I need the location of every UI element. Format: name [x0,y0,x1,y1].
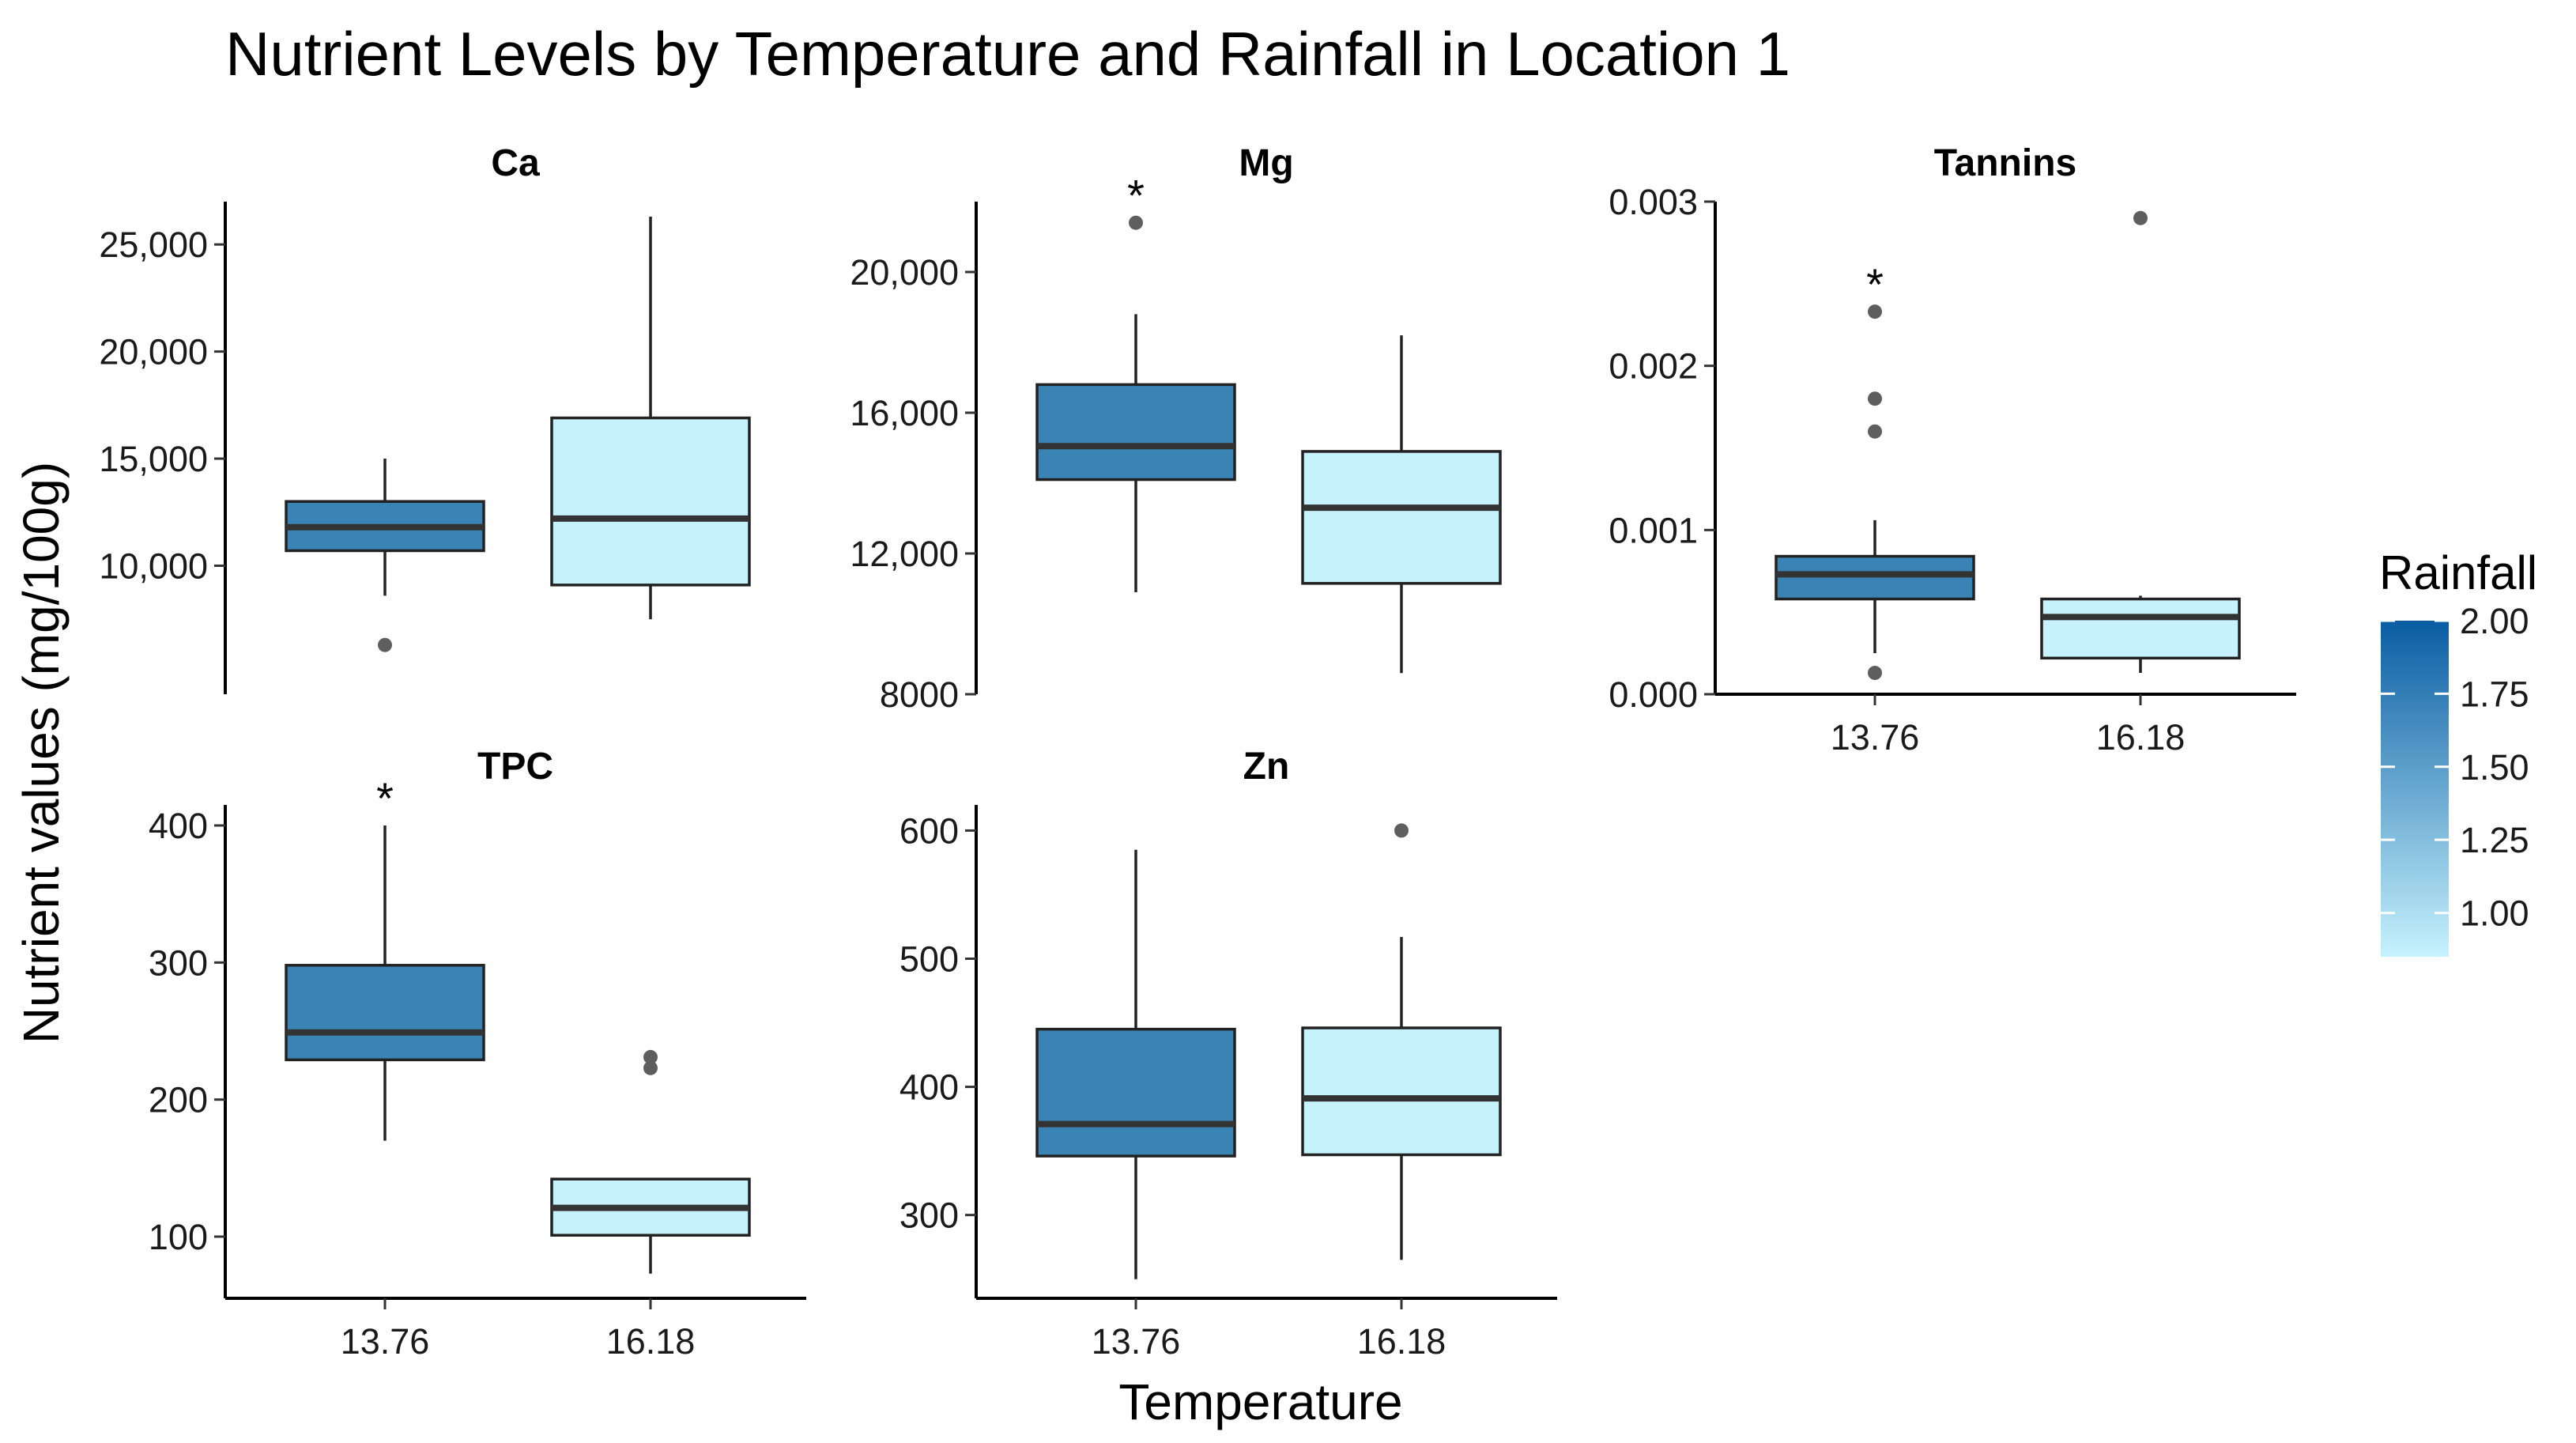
outlier-point [1868,424,1882,439]
box-tannins-13-76: * [1775,259,1975,681]
box-ca-16-18 [550,216,751,620]
legend-tick-label: 1.25 [2460,820,2529,860]
y-tick-label: 0.000 [1609,674,1698,715]
y-tick-label: 100 [149,1217,208,1257]
y-tick-label: 20,000 [99,332,208,372]
y-tick-label: 0.001 [1609,510,1698,550]
rainfall-legend: Rainfall 1.00 1.25 1.50 1.75 2.00 [2379,546,2537,957]
facet-panel-tannins: Tannins 0.000 0.001 0.002 0.003 13.76 16.18 * [1609,142,2296,757]
y-tick-label: 300 [900,1196,959,1236]
box-tpc-16-18 [550,1049,751,1274]
y-tick-label: 500 [900,939,959,979]
legend-tick-label: 1.75 [2460,674,2529,714]
significance-star: * [1866,259,1884,309]
y-tick-label: 8000 [880,674,959,715]
panel-title-tannins: Tannins [1934,142,2076,184]
x-tick-label: 13.76 [1092,1321,1181,1362]
legend-tick-label: 1.00 [2460,893,2529,934]
box-body [2040,597,2241,660]
box-body [550,416,751,587]
legend-tick-label: 1.50 [2460,747,2529,788]
box-body [285,964,485,1062]
outlier-point [1868,666,1882,681]
box-tannins-16-18 [2040,210,2241,674]
legend-colorbar [2381,621,2449,957]
box-mg-13-76: * [1035,171,1236,592]
y-axis-title: Nutrient values (mg/100g) [13,462,70,1044]
panel-title-zn: Zn [1243,746,1290,788]
y-tick-label: 300 [149,942,208,983]
x-tick-label: 16.18 [1357,1321,1446,1362]
x-tick-label: 16.18 [606,1321,696,1362]
outlier-point [378,637,392,652]
panel-title-tpc: TPC [477,746,553,788]
legend-ticks: 1.00 1.25 1.50 1.75 2.00 [2381,601,2529,934]
y-tick-label: 12,000 [850,534,959,574]
y-tick-label: 200 [149,1080,208,1120]
legend-tick-label: 2.00 [2460,601,2529,641]
x-tick-label: 16.18 [2096,717,2186,757]
facet-panel-mg: Mg 8000 12,000 16,000 20,000 * [850,142,1502,715]
box-body [1301,450,1502,585]
x-tick-label: 13.76 [341,1321,430,1362]
box-body [1301,1026,1502,1157]
outlier-point [643,1049,658,1064]
outlier-point [1129,215,1143,230]
y-tick-label: 600 [900,810,959,851]
y-tick-label: 0.003 [1609,182,1698,222]
box-body [1035,383,1236,482]
box-zn-16-18 [1301,823,1502,1260]
y-tick-label: 15,000 [99,439,208,479]
box-body [1035,1027,1236,1158]
facet-panels: Ca 10,000 15,000 20,000 25,000 Mg 8000 12,000 16… [99,142,2296,1362]
x-axis-title: Temperature [1118,1373,1402,1430]
x-tick-label: 13.76 [1831,717,1920,757]
box-body [1775,554,1975,601]
outlier-point [1868,391,1882,406]
y-tick-label: 400 [149,806,208,846]
y-tick-label: 400 [900,1067,959,1108]
panel-title-mg: Mg [1239,142,1293,184]
box-zn-13-76 [1035,849,1236,1279]
outlier-point [2133,210,2148,225]
y-tick-label: 16,000 [850,393,959,433]
y-tick-label: 0.002 [1609,346,1698,387]
significance-star: * [1127,171,1145,221]
facet-panel-zn: Zn 300 400 500 600 13.76 16.18 [900,746,1557,1362]
facet-panel-tpc: TPC 100 200 300 400 13.76 16.18 * [149,746,806,1362]
box-tpc-13-76: * [285,773,485,1141]
legend-title: Rainfall [2379,546,2537,599]
y-tick-label: 25,000 [99,225,208,265]
outlier-point [1868,304,1882,319]
facet-panel-ca: Ca 10,000 15,000 20,000 25,000 [99,142,751,694]
y-tick-label: 20,000 [850,252,959,293]
outlier-point [1394,823,1409,838]
chart-title: Nutrient Levels by Temperature and Rainf… [225,19,1790,89]
outlier-point [643,1060,658,1075]
panel-title-ca: Ca [491,142,540,184]
box-mg-16-18 [1301,335,1502,674]
box-ca-13-76 [285,459,485,652]
y-tick-label: 10,000 [99,546,208,586]
significance-star: * [376,773,394,823]
